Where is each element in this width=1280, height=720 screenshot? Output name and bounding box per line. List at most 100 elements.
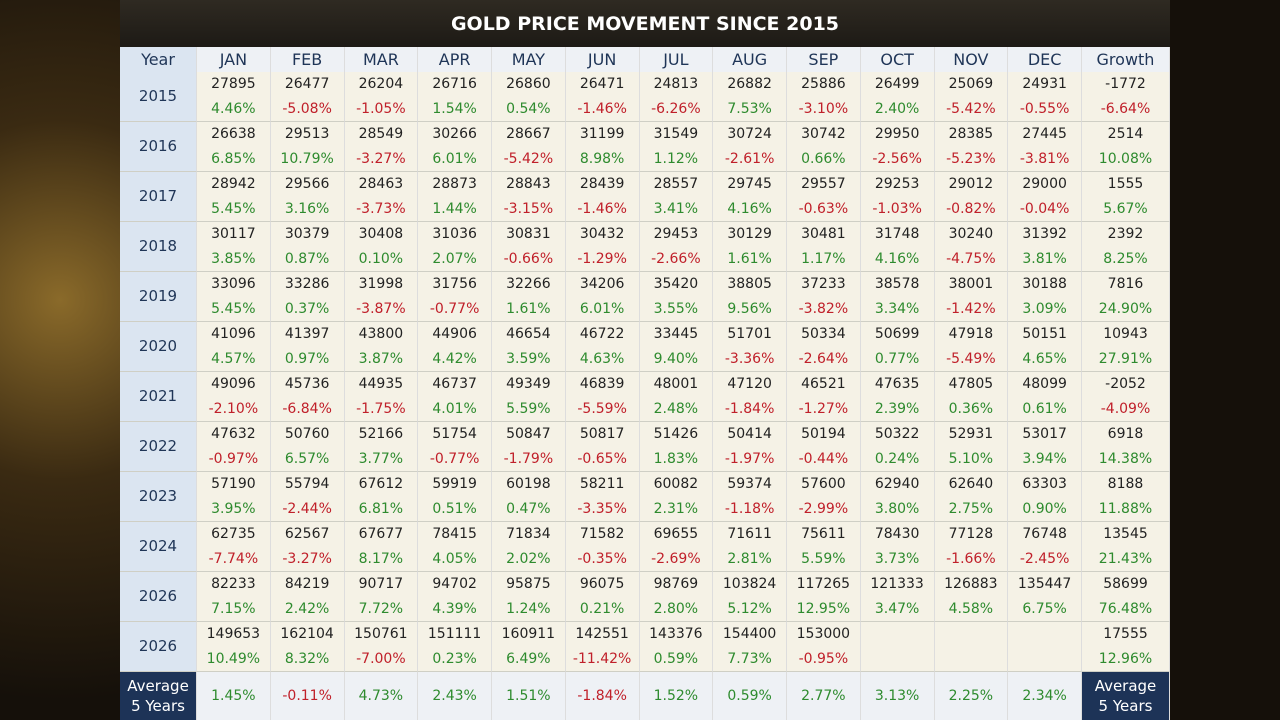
price-cell: 160911 6.49% — [492, 622, 566, 672]
price-cell: 29453 -2.66% — [639, 222, 714, 272]
price: 28439 — [579, 175, 625, 192]
price: 30188 — [1022, 275, 1067, 292]
price: 26204 — [358, 75, 404, 92]
change: 3.34% — [874, 300, 920, 317]
price-cell: 57600 -2.99% — [787, 472, 861, 522]
price-cell: 50151 4.65% — [1008, 322, 1082, 372]
price-cell: 71582 -0.35% — [565, 522, 640, 572]
price-cell: 62735 -7.74% — [197, 522, 271, 572]
change: 6.01% — [432, 150, 477, 167]
header-cell: MAR — [344, 47, 419, 72]
change: 6.75% — [1022, 600, 1067, 617]
price-cell: 38578 3.34% — [860, 272, 935, 322]
header-label: FEB — [291, 50, 323, 69]
price: 26477 — [284, 75, 330, 92]
header-cell: DEC — [1008, 47, 1082, 72]
table-title: GOLD PRICE MOVEMENT SINCE 2015 — [120, 0, 1170, 47]
change: -6.26% — [651, 100, 701, 117]
change: 3.59% — [506, 350, 551, 367]
price-cell: 51754 -0.77% — [418, 422, 492, 472]
price: 44935 — [358, 375, 404, 392]
price: 50414 — [727, 425, 772, 442]
price: 160911 — [501, 625, 556, 642]
header-label: OCT — [880, 50, 914, 69]
price: 60198 — [506, 475, 551, 492]
price-cell: 30129 1.61% — [713, 222, 787, 272]
price: 45736 — [284, 375, 330, 392]
price: 38001 — [948, 275, 994, 292]
price: 77128 — [948, 525, 994, 542]
growth-value: 13545 — [1103, 525, 1148, 542]
change: -3.27% — [356, 150, 406, 167]
price: 27445 — [1022, 125, 1067, 142]
change: -1.46% — [577, 100, 627, 117]
change: 0.21% — [579, 600, 625, 617]
change: 1.24% — [506, 600, 551, 617]
price: 153000 — [796, 625, 851, 642]
average-cell: 1.52% — [639, 672, 714, 720]
header-label: MAR — [362, 50, 399, 69]
price-cell: 50414 -1.97% — [713, 422, 787, 472]
price-cell: 28843 -3.15% — [492, 172, 566, 222]
price: 96075 — [579, 575, 625, 592]
average-cell: 2.77% — [787, 672, 861, 720]
year-label: 2018 — [138, 237, 178, 255]
price-cell: 30117 3.85% — [197, 222, 271, 272]
change: 0.10% — [358, 250, 404, 267]
price: 30240 — [948, 225, 994, 242]
price: 29253 — [874, 175, 920, 192]
price: 29745 — [727, 175, 772, 192]
change: -1.79% — [503, 450, 554, 467]
price: 50334 — [801, 325, 846, 342]
price: 78415 — [432, 525, 477, 542]
price: 62940 — [874, 475, 920, 492]
price: 57190 — [211, 475, 256, 492]
price-cell: 30408 0.10% — [344, 222, 419, 272]
change: 0.37% — [284, 300, 330, 317]
growth-value: -1772 — [1105, 75, 1146, 92]
change: -2.64% — [798, 350, 849, 367]
growth-percent: 8.25% — [1103, 250, 1148, 267]
change: 7.72% — [358, 600, 404, 617]
average-change: 2.34% — [1022, 687, 1067, 704]
change: 2.48% — [653, 400, 699, 417]
header-label: DEC — [1027, 50, 1062, 69]
change: -1.27% — [798, 400, 849, 417]
price-cell: 52166 3.77% — [344, 422, 419, 472]
change: 2.31% — [653, 500, 699, 517]
price: 32266 — [506, 275, 551, 292]
year-cell: 2021 — [120, 372, 197, 422]
price: 51701 — [727, 325, 772, 342]
average-cell: 2.43% — [418, 672, 492, 720]
growth-percent: 12.96% — [1098, 650, 1153, 667]
growth-percent: -4.09% — [1100, 400, 1151, 417]
change: 8.32% — [284, 650, 330, 667]
change: 2.80% — [653, 600, 699, 617]
price: 142551 — [575, 625, 629, 642]
price-cell: 27895 4.46% — [197, 72, 271, 122]
price-cell: 69655 -2.69% — [639, 522, 714, 572]
price: 33096 — [211, 275, 256, 292]
change: -2.69% — [651, 550, 701, 567]
growth-value: 2392 — [1107, 225, 1144, 242]
price-cell — [860, 622, 935, 672]
change: 2.07% — [432, 250, 477, 267]
change: -3.10% — [798, 100, 849, 117]
year-cell: 2022 — [120, 422, 197, 472]
price: 95875 — [506, 575, 551, 592]
price-cell: 62940 3.80% — [860, 472, 935, 522]
price-cell: 30188 3.09% — [1008, 272, 1082, 322]
header-cell: JUN — [565, 47, 640, 72]
growth-cell: 8188 11.88% — [1082, 472, 1170, 522]
change: -3.87% — [356, 300, 406, 317]
price-cell: 60082 2.31% — [639, 472, 714, 522]
price: 67677 — [358, 525, 404, 542]
price-cell: 67612 6.81% — [344, 472, 419, 522]
price-cell: 62640 2.75% — [934, 472, 1009, 522]
price-cell: 62567 -3.27% — [270, 522, 345, 572]
price: 103824 — [722, 575, 777, 592]
price-cell: 31748 4.16% — [860, 222, 935, 272]
price: 135447 — [1017, 575, 1072, 592]
price: 62640 — [948, 475, 994, 492]
price-cell: 29950 -2.56% — [860, 122, 935, 172]
